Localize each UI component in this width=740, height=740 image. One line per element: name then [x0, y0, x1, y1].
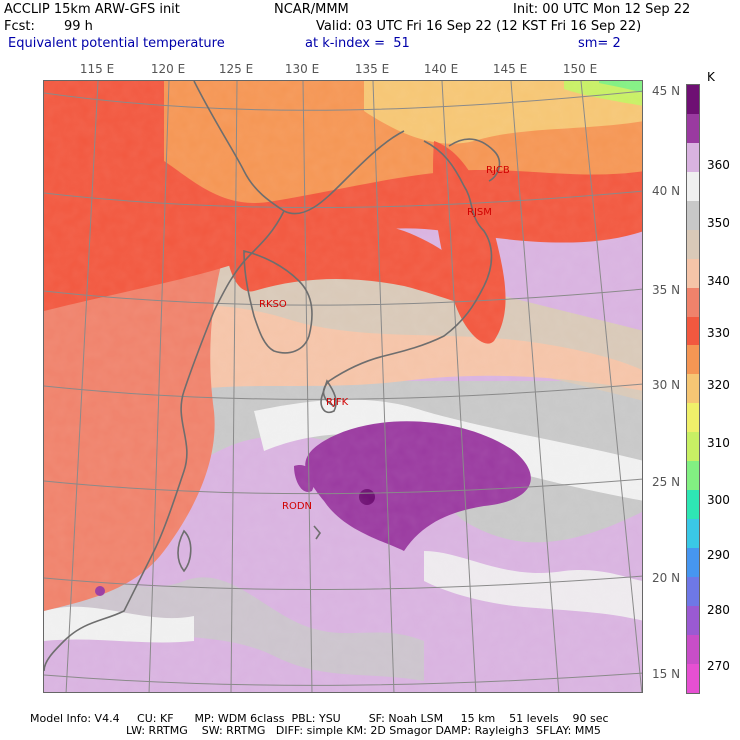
colorbar-segment — [687, 113, 699, 143]
valid-time: Valid: 03 UTC Fri 16 Sep 22 (12 KST Fri … — [316, 19, 642, 34]
lat-label: 20 N — [652, 571, 681, 585]
colorbar-tick: 290 — [707, 548, 730, 562]
colorbar-segment — [687, 258, 699, 288]
colorbar-segment — [687, 548, 699, 577]
colorbar-tick: 350 — [707, 216, 730, 230]
colorbar-segment — [687, 605, 699, 635]
model-info: Model Info: V4.4 CU: KF MP: WDM 6class P… — [30, 712, 609, 725]
lon-label: 130 E — [284, 62, 320, 76]
lon-label: 140 E — [423, 62, 459, 76]
colorbar-tick: 360 — [707, 158, 730, 172]
lon-label: 115 E — [79, 62, 115, 76]
lon-label: 145 E — [492, 62, 528, 76]
colorbar — [686, 84, 700, 694]
colorbar-tick: 280 — [707, 603, 730, 617]
colorbar-segment — [687, 316, 699, 346]
lat-label: 15 N — [652, 667, 681, 681]
colorbar-segment — [687, 461, 699, 491]
coastlines — [44, 81, 501, 672]
lon-label: 125 E — [218, 62, 254, 76]
lat-label: 45 N — [652, 84, 681, 98]
colorbar-segment — [687, 142, 699, 172]
station-label: RJFK — [326, 397, 349, 408]
lon-label: 150 E — [562, 62, 598, 76]
colorbar-segment — [687, 287, 699, 317]
colorbar-segment — [687, 634, 699, 664]
station-label: RJSM — [467, 207, 492, 218]
colorbar-segment — [687, 345, 699, 375]
colorbar-tick: 340 — [707, 274, 730, 288]
field-name: Equivalent potential temperature — [8, 36, 225, 51]
colorbar-tick: 320 — [707, 378, 730, 392]
station-label: RODN — [282, 501, 312, 512]
lat-label: 30 N — [652, 378, 681, 392]
colorbar-segment — [687, 229, 699, 259]
forecast-hours: 99 h — [64, 19, 93, 34]
init-time: Init: 00 UTC Mon 12 Sep 22 — [513, 2, 691, 17]
lat-label: 35 N — [652, 283, 681, 297]
colorbar-segment — [687, 171, 699, 201]
colorbar-segment — [687, 374, 699, 404]
colorbar-tick: 310 — [707, 436, 730, 450]
smoothing: sm= 2 — [578, 36, 621, 51]
colorbar-segment — [687, 490, 699, 520]
model-title: ACCLIP 15km ARW-GFS init — [4, 2, 180, 17]
lon-label: 120 E — [150, 62, 186, 76]
map-canvas: RJCB RJSM RKSO RJFK RODN — [44, 81, 642, 692]
colorbar-unit: K — [707, 70, 715, 84]
colorbar-segment — [687, 519, 699, 548]
station-label: RKSO — [259, 299, 287, 310]
graticule — [44, 81, 642, 692]
colorbar-tick: 330 — [707, 326, 730, 340]
physics-info: LW: RRTMG SW: RRTMG DIFF: simple KM: 2D … — [126, 724, 601, 737]
map-panel[interactable]: RJCB RJSM RKSO RJFK RODN — [43, 80, 643, 693]
level-index: at k-index = 51 — [305, 36, 410, 51]
lon-label: 135 E — [354, 62, 390, 76]
colorbar-segment — [687, 200, 699, 230]
colorbar-segment — [687, 663, 699, 693]
colorbar-segment — [687, 432, 699, 462]
organization: NCAR/MMM — [274, 2, 349, 17]
colorbar-segment — [687, 403, 699, 433]
forecast-label: Fcst: — [4, 19, 35, 34]
lat-label: 25 N — [652, 475, 681, 489]
colorbar-segment — [687, 576, 699, 606]
colorbar-tick: 270 — [707, 659, 730, 673]
colorbar-segment — [687, 85, 699, 114]
colorbar-tick: 300 — [707, 493, 730, 507]
lat-label: 40 N — [652, 184, 681, 198]
station-label: RJCB — [486, 165, 510, 176]
